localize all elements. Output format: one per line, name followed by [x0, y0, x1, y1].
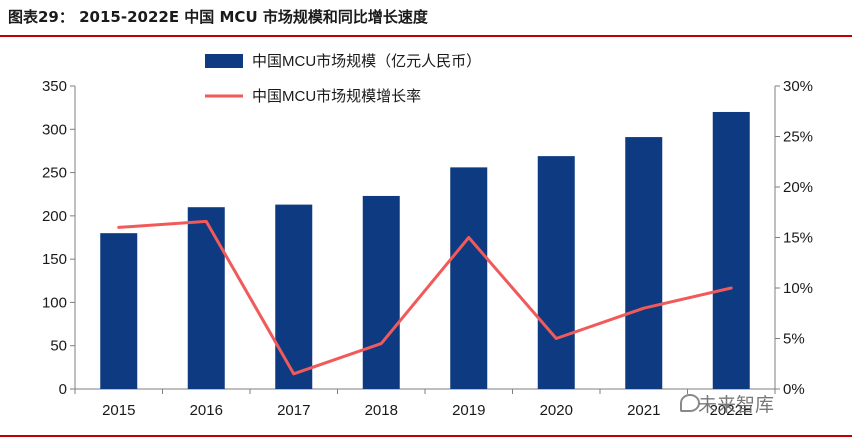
- legend-label-bar: 中国MCU市场规模（亿元人民币）: [252, 53, 481, 70]
- y-right-tick-label: 25%: [783, 129, 813, 146]
- x-tick-label: 2015: [102, 402, 135, 419]
- legend-label-line: 中国MCU市场规模增长率: [252, 88, 421, 105]
- chart-legend: 中国MCU市场规模（亿元人民币） 中国MCU市场规模增长率: [205, 53, 481, 105]
- y-right-tick-label: 15%: [783, 230, 813, 247]
- x-tick-label: 2018: [365, 402, 398, 419]
- y-left-tick-label: 300: [42, 121, 67, 138]
- y-left-tick-label: 350: [42, 78, 67, 95]
- bar-2017: [275, 204, 313, 389]
- y-right-tick-label: 20%: [783, 179, 813, 196]
- y-right-tick-label: 30%: [783, 78, 813, 95]
- x-tick-label: 2022E: [710, 402, 753, 419]
- y-left-tick-label: 150: [42, 251, 67, 268]
- x-tick-label: 2019: [452, 402, 485, 419]
- x-tick-label: 2017: [277, 402, 310, 419]
- bottom-rule: [0, 435, 852, 437]
- bar-2015: [100, 233, 138, 389]
- bar-2019: [450, 167, 488, 389]
- figure-title: 图表29： 2015-2022E 中国 MCU 市场规模和同比增长速度: [8, 8, 428, 26]
- top-rule: [0, 35, 852, 37]
- bar-2020: [537, 156, 575, 389]
- bar-series: [100, 111, 750, 389]
- bar-2018: [362, 195, 400, 389]
- bar-2021: [625, 137, 663, 389]
- y-right-tick-label: 0%: [783, 381, 805, 398]
- y-left-tick-label: 100: [42, 294, 67, 311]
- bar-2016: [187, 207, 225, 389]
- wechat-icon: [680, 394, 700, 412]
- y-right-tick-label: 5%: [783, 331, 805, 348]
- y-left-tick-label: 0: [59, 381, 67, 398]
- legend-swatch-bar: [205, 54, 243, 68]
- x-tick-label: 2016: [190, 402, 223, 419]
- y-right-tick-label: 10%: [783, 280, 813, 297]
- growth-rate-line: [117, 219, 733, 376]
- y-left-tick-label: 250: [42, 165, 67, 182]
- x-tick-label: 2021: [627, 402, 660, 419]
- chart-axes: 0 50 100 150 200 250 300 350 0% 5% 10% 15% 20% 25% 30%…: [42, 78, 813, 419]
- line-series: [117, 219, 733, 376]
- x-tick-label: 2020: [540, 402, 573, 419]
- y-left-tick-label: 50: [50, 338, 67, 355]
- bar-2022E: [712, 111, 750, 389]
- watermark: 未来智库: [698, 394, 775, 416]
- y-left-tick-label: 200: [42, 208, 67, 225]
